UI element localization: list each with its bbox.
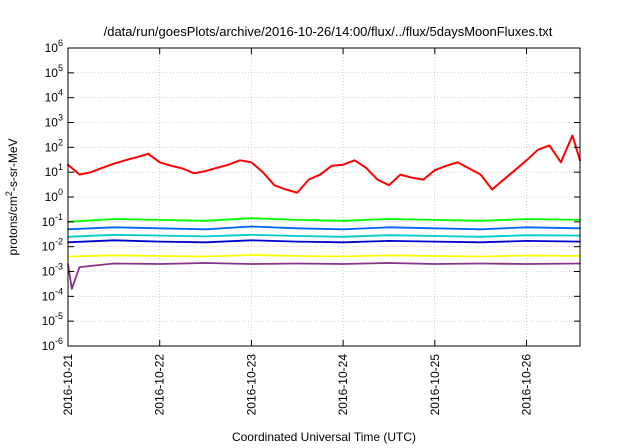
series-line-1 <box>67 217 581 223</box>
y-tick-exponent: -5 <box>55 311 63 321</box>
y-tick-label: 104 <box>45 88 63 105</box>
chart-title: /data/run/goesPlots/archive/2016-10-26/1… <box>104 24 553 39</box>
y-tick-exponent: 4 <box>58 88 63 98</box>
y-tick-label: 10-4 <box>42 286 63 303</box>
y-tick-exponent: 2 <box>58 137 63 147</box>
y-tick-exponent: -3 <box>55 262 63 272</box>
y-axis-label: protons/cm2-s-sr-MeV <box>4 138 20 255</box>
y-tick-label: 10-1 <box>42 212 63 229</box>
series-line-6 <box>67 262 581 290</box>
y-tick-base: 10 <box>42 240 56 254</box>
x-tick-label: 2016-10-22 <box>153 354 167 416</box>
y-tick-label: 106 <box>45 38 63 55</box>
series-line-5 <box>67 254 581 258</box>
series-line-4 <box>67 239 581 244</box>
series-line-0 <box>67 134 581 194</box>
y-tick-label: 100 <box>45 187 63 204</box>
y-tick-base: 10 <box>42 289 56 303</box>
x-tick-label: 2016-10-24 <box>336 354 350 416</box>
y-axis-label-sup: 2 <box>4 191 14 196</box>
series-line-2 <box>67 225 581 231</box>
y-ticks: 10-610-510-410-310-210-11001011021031041… <box>42 38 580 353</box>
y-tick-exponent: -6 <box>55 336 63 346</box>
series-group <box>67 134 581 290</box>
y-tick-label: 10-2 <box>42 237 63 254</box>
series-line-3 <box>67 233 581 238</box>
y-tick-exponent: 1 <box>58 162 63 172</box>
x-axis-label: Coordinated Universal Time (UTC) <box>232 430 416 444</box>
y-tick-exponent: 6 <box>58 38 63 48</box>
y-tick-label: 10-5 <box>42 311 63 328</box>
y-tick-base: 10 <box>45 190 59 204</box>
y-tick-label: 10-6 <box>42 336 63 353</box>
y-tick-base: 10 <box>42 265 56 279</box>
y-tick-exponent: 3 <box>58 113 63 123</box>
y-axis-label-prefix: protons/cm <box>6 196 20 255</box>
y-tick-base: 10 <box>42 215 56 229</box>
x-tick-label: 2016-10-26 <box>520 354 534 416</box>
y-axis-label-suffix: -s-sr-MeV <box>6 138 20 191</box>
y-tick-label: 101 <box>45 162 63 179</box>
y-tick-base: 10 <box>45 91 59 105</box>
y-tick-exponent: -1 <box>55 212 63 222</box>
y-tick-base: 10 <box>42 314 56 328</box>
y-tick-exponent: 5 <box>58 63 63 73</box>
y-tick-label: 10-3 <box>42 262 63 279</box>
y-tick-base: 10 <box>45 140 59 154</box>
x-tick-label: 2016-10-23 <box>244 354 258 416</box>
y-tick-exponent: -4 <box>55 286 63 296</box>
y-tick-base: 10 <box>42 339 56 353</box>
y-tick-base: 10 <box>45 41 59 55</box>
y-tick-label: 102 <box>45 137 63 154</box>
y-tick-exponent: -2 <box>55 237 63 247</box>
y-tick-base: 10 <box>45 165 59 179</box>
x-tick-label: 2016-10-21 <box>61 354 75 416</box>
y-tick-exponent: 0 <box>58 187 63 197</box>
x-ticks: 2016-10-21 2016-10-22 2016-10-23 2016-10-24… <box>61 48 534 415</box>
y-tick-label: 105 <box>45 63 63 80</box>
y-tick-label: 103 <box>45 113 63 130</box>
x-tick-label: 2016-10-25 <box>428 354 442 416</box>
y-tick-base: 10 <box>45 66 59 80</box>
y-tick-base: 10 <box>45 116 59 130</box>
grid <box>67 47 580 347</box>
